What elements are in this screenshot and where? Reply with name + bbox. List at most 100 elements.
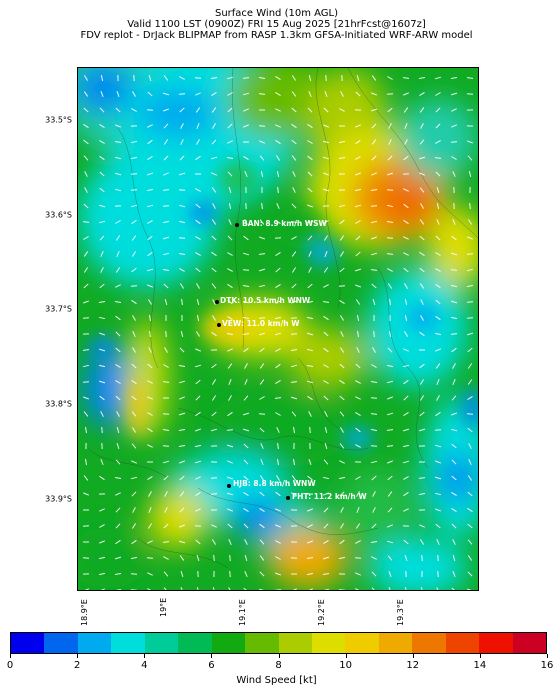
wind-vector bbox=[386, 221, 394, 223]
wind-vector bbox=[131, 491, 137, 497]
wind-vector bbox=[147, 396, 153, 400]
wind-vector bbox=[227, 315, 233, 321]
wind-vector bbox=[355, 476, 361, 480]
wind-vector bbox=[210, 156, 218, 160]
wind-vector bbox=[115, 284, 121, 288]
wind-vector bbox=[419, 172, 425, 176]
wind-vector bbox=[243, 459, 249, 465]
wind-vector bbox=[130, 556, 138, 560]
wind-vector bbox=[243, 347, 249, 353]
wind-vector bbox=[259, 140, 265, 144]
wind-vector bbox=[115, 267, 121, 273]
wind-vector bbox=[132, 331, 136, 337]
wind-vector bbox=[258, 77, 266, 79]
colorbar-tick-mark bbox=[278, 654, 280, 658]
wind-vector bbox=[371, 172, 377, 176]
wind-vector bbox=[147, 284, 153, 288]
wind-vector bbox=[371, 556, 377, 560]
wind-vector bbox=[339, 235, 345, 241]
wind-vector bbox=[83, 75, 89, 81]
wind-vector bbox=[131, 235, 137, 241]
wind-vector bbox=[243, 475, 249, 481]
wind-vector bbox=[178, 445, 186, 447]
wind-vector bbox=[434, 492, 442, 496]
wind-vector bbox=[307, 187, 313, 193]
wind-vector bbox=[212, 123, 216, 129]
wind-vector bbox=[339, 443, 345, 449]
wind-vector bbox=[339, 219, 345, 225]
wind-vector bbox=[435, 92, 441, 96]
wind-vector bbox=[195, 252, 201, 256]
wind-vector bbox=[404, 123, 408, 129]
wind-vector bbox=[259, 507, 265, 513]
wind-vector bbox=[227, 268, 233, 272]
wind-vector bbox=[371, 139, 377, 145]
wind-vector bbox=[451, 459, 457, 465]
wind-vector bbox=[437, 570, 439, 578]
wind-vector bbox=[228, 395, 232, 401]
wind-vector bbox=[322, 476, 330, 480]
wind-vector bbox=[211, 91, 217, 97]
wind-vector bbox=[389, 298, 391, 306]
wind-speed-detail bbox=[89, 160, 478, 450]
wind-vector bbox=[179, 396, 185, 400]
wind-vector bbox=[163, 283, 169, 289]
wind-vector bbox=[339, 379, 345, 385]
wind-vector bbox=[115, 107, 121, 113]
wind-vector bbox=[435, 460, 441, 464]
wind-vector bbox=[227, 299, 233, 305]
wind-vector bbox=[293, 426, 295, 434]
wind-vector bbox=[290, 349, 298, 351]
wind-vector bbox=[434, 76, 442, 80]
wind-vector bbox=[340, 91, 344, 97]
wind-vector bbox=[339, 523, 345, 529]
station-label-dtk: DTK: 10.5 km/h WNW bbox=[220, 296, 311, 305]
wind-vector bbox=[211, 251, 217, 257]
wind-vector bbox=[292, 171, 296, 177]
wind-vector bbox=[178, 220, 186, 224]
wind-vector bbox=[114, 477, 122, 479]
wind-vector bbox=[467, 395, 473, 401]
wind-vector bbox=[324, 426, 328, 434]
wind-vector bbox=[211, 524, 217, 528]
wind-vector bbox=[387, 555, 393, 561]
wind-vector bbox=[147, 299, 153, 305]
wind-vector bbox=[131, 267, 137, 273]
wind-vector bbox=[130, 589, 138, 590]
wind-vector bbox=[372, 491, 376, 497]
wind-vector bbox=[180, 123, 184, 129]
wind-vector bbox=[403, 539, 409, 545]
wind-vector bbox=[195, 508, 201, 512]
wind-vector bbox=[196, 554, 200, 562]
wind-vector bbox=[243, 443, 249, 449]
wind-vector bbox=[322, 573, 330, 575]
wind-vector bbox=[419, 283, 425, 289]
wind-vector bbox=[179, 268, 185, 272]
wind-vector bbox=[259, 347, 265, 353]
wind-vector bbox=[371, 123, 377, 129]
wind-vector bbox=[276, 475, 280, 481]
wind-vector bbox=[180, 330, 184, 338]
wind-vector bbox=[323, 315, 329, 321]
wind-vector bbox=[131, 411, 137, 417]
wind-vector bbox=[403, 203, 409, 209]
wind-vector bbox=[370, 189, 378, 191]
wind-vector bbox=[467, 140, 473, 144]
colorbar-segment bbox=[311, 633, 346, 653]
wind-vector bbox=[115, 380, 121, 384]
wind-vector bbox=[83, 300, 89, 304]
wind-vector bbox=[386, 445, 394, 447]
wind-vector bbox=[357, 330, 359, 338]
wind-vector bbox=[178, 237, 186, 239]
colorbar-tick-mark bbox=[144, 654, 146, 658]
wind-vector bbox=[147, 220, 153, 224]
wind-vector bbox=[292, 187, 296, 193]
wind-vector bbox=[147, 444, 153, 448]
wind-vector bbox=[290, 364, 298, 368]
wind-vector bbox=[210, 428, 218, 432]
wind-vector bbox=[100, 588, 105, 590]
wind-vector bbox=[404, 586, 407, 590]
wind-vector bbox=[467, 155, 473, 161]
wind-vector bbox=[181, 298, 183, 306]
wind-vector bbox=[323, 364, 329, 368]
